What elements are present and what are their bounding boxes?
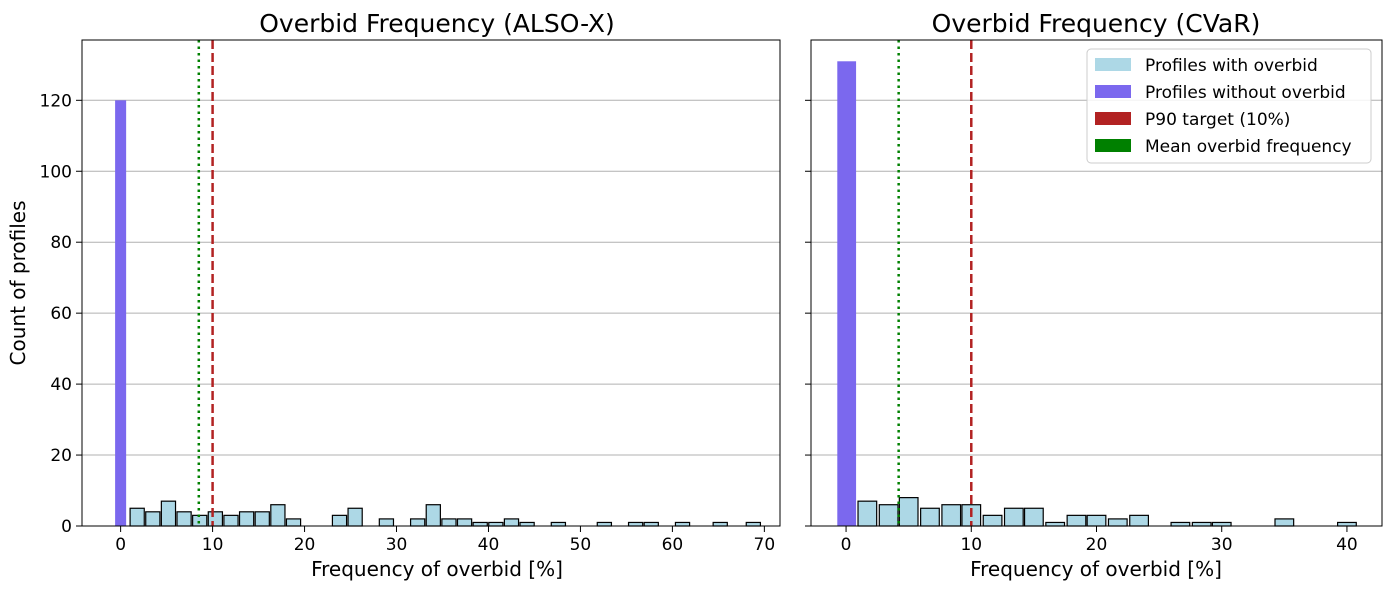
legend-label: Mean overbid frequency: [1145, 137, 1352, 157]
bar-with-overbid: [941, 504, 962, 527]
bar-with-overbid: [1107, 518, 1128, 527]
also-x-gridlines: [82, 99, 780, 456]
cvar-title: Overbid Frequency (CVaR): [932, 9, 1261, 38]
bar-with-overbid: [519, 521, 535, 527]
y-tick-label: 20: [50, 446, 72, 466]
bar-without-overbid: [837, 61, 857, 527]
bar-with-overbid: [1211, 521, 1232, 527]
legend-swatch: [1095, 58, 1131, 71]
cvar-y-ticks: [805, 99, 811, 527]
legend-entry-p90-target: P90 target (10%): [1095, 110, 1290, 130]
bar-with-overbid: [160, 500, 177, 527]
x-tick-label: 40: [478, 535, 500, 555]
legend-entry-with-overbid: Profiles with overbid: [1095, 56, 1318, 76]
bar-with-overbid: [145, 511, 161, 527]
bar-with-overbid: [982, 514, 1003, 527]
y-tick-label: 120: [40, 91, 72, 111]
legend-label: Profiles without overbid: [1145, 83, 1346, 103]
bar-with-overbid: [745, 521, 762, 527]
cvar-x-ticks: 0 10 20 30 40: [841, 526, 1358, 555]
y-tick-label: 40: [50, 375, 72, 395]
x-tick-label: 50: [570, 535, 592, 555]
bar-with-overbid: [409, 518, 426, 527]
x-tick-label: 30: [386, 535, 408, 555]
also-x-title: Overbid Frequency (ALSO-X): [259, 9, 615, 38]
bar-with-overbid: [488, 521, 504, 527]
bar-with-overbid: [425, 504, 441, 527]
bar-with-overbid: [920, 507, 940, 527]
also-x-panel: Overbid Frequency (ALSO-X) 0 10 20 30 40 50 60…: [6, 9, 781, 581]
legend-swatch: [1095, 85, 1131, 98]
bar-with-overbid: [712, 521, 728, 527]
bar-with-overbid: [1086, 514, 1107, 527]
bar-with-overbid: [550, 521, 567, 527]
bar-with-overbid: [1129, 514, 1150, 527]
bar-with-overbid: [238, 511, 255, 527]
bar-without-overbid: [115, 100, 127, 526]
bar-with-overbid: [1170, 521, 1191, 527]
bar-with-overbid: [347, 507, 363, 527]
bar-with-overbid: [643, 521, 659, 527]
bar-with-overbid: [129, 507, 145, 527]
bar-with-overbid: [456, 518, 473, 527]
x-tick-label: 30: [1211, 535, 1233, 555]
bar-with-overbid: [857, 500, 878, 527]
y-tick-label: 0: [61, 517, 72, 537]
x-tick-label: 40: [1336, 535, 1358, 555]
cvar-panel: Overbid Frequency (CVaR) 0 10 20 30 40 Frequ…: [805, 9, 1383, 581]
legend-label: Profiles with overbid: [1145, 56, 1318, 76]
legend: Profiles with overbid Profiles without o…: [1086, 48, 1372, 164]
bar-with-overbid: [270, 504, 286, 527]
legend-entry-mean-overbid: Mean overbid frequency: [1095, 137, 1352, 157]
bar-with-overbid: [378, 518, 395, 527]
bar-with-overbid: [1274, 518, 1295, 527]
y-tick-label: 80: [50, 233, 72, 253]
bar-with-overbid: [1191, 521, 1212, 527]
x-tick-label: 20: [294, 535, 316, 555]
also-x-plot-frame: [81, 39, 781, 527]
bar-with-overbid: [1066, 514, 1087, 527]
bar-with-overbid: [1003, 507, 1024, 527]
bar-with-overbid: [1023, 507, 1044, 527]
cvar-xlabel: Frequency of overbid [%]: [970, 557, 1222, 581]
bar-with-overbid: [596, 521, 613, 527]
y-tick-label: 60: [50, 304, 72, 324]
bar-with-overbid: [285, 518, 302, 527]
y-axis-label: Count of profiles: [6, 201, 30, 366]
x-tick-label: 20: [1086, 535, 1108, 555]
bar-with-overbid: [1337, 521, 1357, 527]
x-tick-label: 0: [115, 535, 126, 555]
bar-with-overbid: [254, 511, 270, 527]
legend-frame: [1086, 48, 1372, 164]
also-x-x-ticks: 0 10 20 30 40 50 60 70: [115, 526, 775, 555]
bar-with-overbid: [472, 521, 488, 527]
bar-with-overbid: [207, 511, 224, 527]
also-x-xlabel: Frequency of overbid [%]: [311, 557, 563, 581]
x-tick-label: 70: [754, 535, 776, 555]
bar-with-overbid: [627, 521, 644, 527]
x-tick-label: 10: [960, 535, 982, 555]
legend-label: P90 target (10%): [1145, 110, 1290, 130]
bar-with-overbid: [878, 504, 899, 527]
x-tick-label: 10: [202, 535, 224, 555]
x-tick-label: 0: [841, 535, 852, 555]
also-x-y-ticks: 0 20 40 60 80 100 120: [40, 91, 82, 537]
x-tick-label: 60: [662, 535, 684, 555]
legend-swatch: [1095, 139, 1131, 152]
y-tick-label: 100: [40, 162, 72, 182]
bar-with-overbid: [223, 514, 239, 527]
bar-with-overbid: [898, 497, 919, 527]
bar-with-overbid: [1045, 521, 1066, 527]
bar-with-overbid: [331, 514, 348, 527]
bar-with-overbid: [441, 518, 457, 527]
bar-with-overbid: [176, 511, 192, 527]
legend-swatch: [1095, 112, 1131, 125]
bar-with-overbid: [674, 521, 691, 527]
bar-with-overbid: [503, 518, 520, 527]
legend-entry-without-overbid: Profiles without overbid: [1095, 83, 1346, 103]
